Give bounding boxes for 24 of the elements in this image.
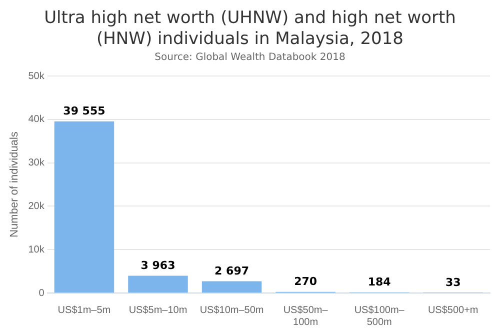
data-label: 33 — [445, 276, 461, 290]
y-tick-label: 0 — [38, 288, 45, 299]
x-tick-label: US$500+m — [428, 304, 478, 316]
data-label: 270 — [294, 275, 318, 288]
bar — [202, 281, 262, 292]
data-label: 2 697 — [214, 264, 249, 278]
y-axis-title: Number of individuals — [8, 131, 21, 238]
data-label: 39 555 — [63, 104, 106, 118]
y-tick-label: 30k — [28, 158, 46, 169]
x-tick-label: US$100m–500m — [354, 304, 405, 328]
data-label: 184 — [368, 276, 392, 289]
y-tick-label: 40k — [28, 114, 46, 126]
x-tick-label: US$5m–10m — [128, 304, 188, 316]
x-tick-label: US$50m–100m — [283, 304, 328, 328]
y-tick-label: 50k — [28, 70, 46, 82]
x-tick-label: US$10m–50m — [200, 304, 264, 316]
chart-title: Ultra high net worth (UHNW) and high net worth (HNW) individuals in Malaysia, 2018 — [43, 8, 457, 50]
chart-subtitle: Source: Global Wealth Databook 2018 — [154, 52, 346, 63]
x-tick-label: US$1m–5m — [58, 304, 111, 316]
data-label: 3 963 — [140, 259, 176, 272]
bar — [54, 121, 114, 292]
y-tick-label: 10k — [28, 244, 46, 256]
y-tick-label: 20k — [28, 200, 46, 212]
bar — [128, 276, 188, 292]
